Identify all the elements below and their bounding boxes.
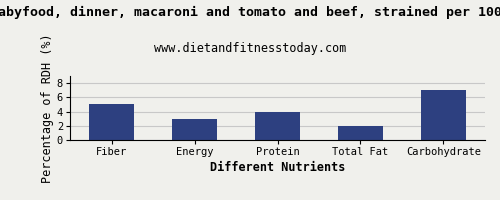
Y-axis label: Percentage of RDH (%): Percentage of RDH (%) bbox=[41, 33, 54, 183]
Text: Babyfood, dinner, macaroni and tomato and beef, strained per 100g: Babyfood, dinner, macaroni and tomato an… bbox=[0, 6, 500, 19]
Bar bbox=[254, 112, 300, 140]
Bar bbox=[338, 126, 383, 140]
Bar bbox=[89, 104, 134, 140]
X-axis label: Different Nutrients: Different Nutrients bbox=[210, 161, 345, 174]
Bar bbox=[172, 119, 218, 140]
Text: www.dietandfitnesstoday.com: www.dietandfitnesstoday.com bbox=[154, 42, 346, 55]
Bar bbox=[420, 90, 466, 140]
